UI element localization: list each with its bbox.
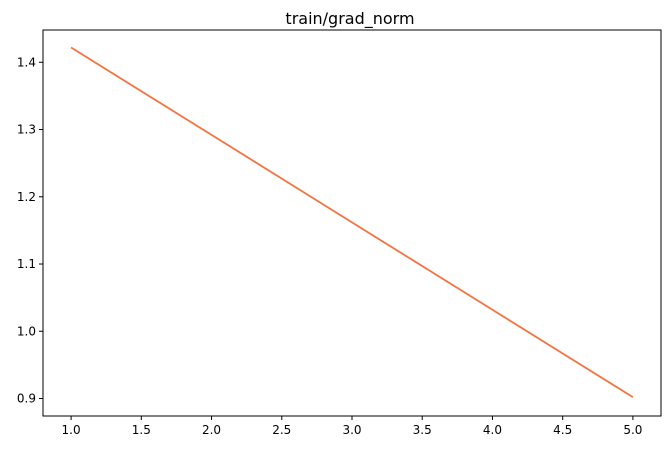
x-tick-label: 1.5 (132, 423, 151, 437)
x-axis: 1.0 1.5 2.0 2.5 3.0 3.5 4.0 4.5 5.0 (62, 416, 642, 437)
x-tick-label: 4.0 (483, 423, 502, 437)
x-tick-label: 3.0 (342, 423, 361, 437)
series-group (70, 46, 634, 398)
x-tick-label: 1.0 (62, 423, 81, 437)
y-tick-label: 1.0 (17, 324, 36, 338)
x-tick-label: 3.5 (413, 423, 432, 437)
y-tick-label: 1.2 (17, 190, 36, 204)
y-axis: 0.9 1.0 1.1 1.2 1.3 1.4 (17, 55, 43, 406)
chart-title: train/grad_norm (285, 9, 414, 29)
series-line-grad-norm (70, 46, 634, 398)
x-tick-label: 2.0 (202, 423, 221, 437)
x-tick-label: 2.5 (272, 423, 291, 437)
y-tick-label: 1.3 (17, 123, 36, 137)
x-tick-label: 5.0 (623, 423, 642, 437)
y-tick-label: 0.9 (17, 392, 36, 406)
x-tick-label: 4.5 (553, 423, 572, 437)
y-tick-label: 1.1 (17, 257, 36, 271)
y-tick-label: 1.4 (17, 55, 36, 69)
